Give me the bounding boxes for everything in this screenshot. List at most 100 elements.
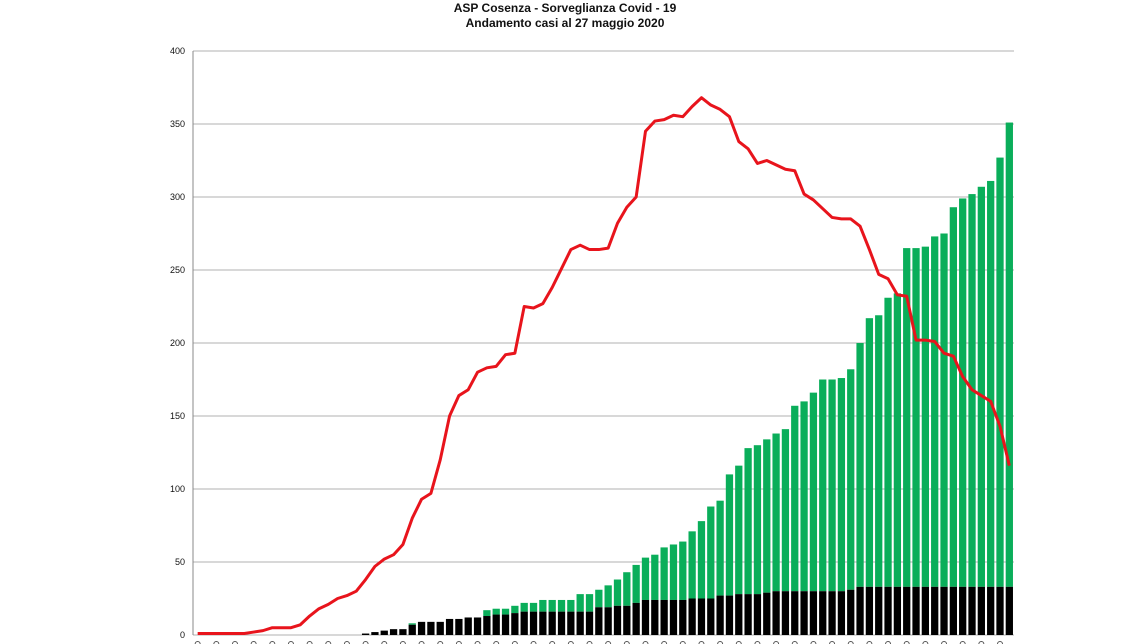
bar-green: [1005, 122, 1013, 587]
x-tick-mark: [418, 641, 425, 644]
bar-green: [809, 392, 818, 592]
bar-black: [865, 586, 874, 635]
x-tick-mark: [269, 641, 276, 644]
bar-green: [697, 521, 706, 599]
bar-black: [819, 591, 827, 635]
x-tick-mark: [325, 641, 332, 644]
x-tick-mark: [642, 641, 649, 644]
bar-black: [511, 613, 519, 635]
bar-black: [445, 618, 454, 635]
x-tick-mark: [287, 641, 294, 644]
bar-black: [744, 594, 752, 635]
bar-black: [399, 629, 407, 635]
x-tick-mark: [549, 641, 556, 644]
y-tick-label: 0: [180, 630, 185, 640]
x-tick-mark: [959, 641, 966, 644]
y-tick-label: 400: [170, 46, 185, 56]
x-tick-mark: [231, 641, 238, 644]
bar-black: [427, 621, 435, 635]
bar-black: [520, 611, 528, 635]
bar-black: [623, 605, 631, 635]
bar-black: [921, 586, 930, 635]
bar-green: [511, 605, 519, 614]
bar-green: [707, 506, 715, 599]
bar-black: [725, 595, 734, 635]
bar-green: [921, 246, 930, 587]
bar-green: [483, 610, 491, 617]
y-tick-label: 200: [170, 338, 185, 348]
x-tick-mark: [623, 641, 630, 644]
y-tick-label: 300: [170, 192, 185, 202]
x-tick-mark: [791, 641, 798, 644]
bar-black: [940, 586, 948, 635]
x-tick-mark: [605, 641, 612, 644]
bar-black: [380, 630, 388, 635]
y-tick-label: 100: [170, 484, 185, 494]
bar-black: [837, 591, 846, 635]
x-tick-mark: [567, 641, 574, 644]
bar-black: [800, 591, 808, 635]
y-tick-label: 350: [170, 119, 185, 129]
bar-black: [539, 611, 547, 635]
x-tick-mark: [362, 641, 369, 644]
x-tick-mark: [437, 641, 444, 644]
bar-black: [436, 621, 444, 635]
bar-green: [791, 405, 799, 592]
bar-black: [501, 614, 510, 635]
x-tick-mark: [213, 641, 220, 644]
bar-black: [697, 598, 706, 635]
x-tick-mark: [997, 641, 1004, 644]
bar-black: [763, 592, 771, 635]
bar-black: [455, 618, 463, 635]
x-tick-mark: [941, 641, 948, 644]
bar-black: [483, 616, 491, 635]
bar-black: [772, 591, 780, 635]
x-tick-mark: [474, 641, 481, 644]
bar-black: [417, 621, 426, 635]
bar-black: [856, 586, 864, 635]
bar-green: [856, 343, 864, 587]
bar-black: [791, 591, 799, 635]
bar-green: [865, 318, 874, 587]
bar-black: [977, 586, 985, 635]
bar-green: [548, 599, 556, 612]
bar-green: [501, 608, 510, 615]
bar-green: [492, 608, 500, 615]
bar-green: [763, 439, 771, 593]
chart-subtitle: Andamento casi al 27 maggio 2020: [465, 16, 665, 30]
bar-black: [389, 629, 398, 635]
bar-black: [753, 594, 762, 635]
x-tick-mark: [866, 641, 873, 644]
bar-green: [819, 379, 827, 592]
bar-green: [576, 594, 584, 612]
bar-green: [716, 500, 724, 596]
bar-green: [408, 623, 416, 625]
bar-black: [781, 591, 790, 635]
bar-green: [529, 602, 538, 612]
bar-green: [987, 180, 995, 587]
chart-title: ASP Cosenza - Sorveglianza Covid - 19: [453, 1, 677, 15]
bar-black: [949, 586, 957, 635]
x-tick-mark: [381, 641, 388, 644]
bar-green: [557, 599, 566, 612]
bar-black: [613, 605, 622, 635]
bar-black: [912, 586, 920, 635]
x-tick-mark: [903, 641, 910, 644]
bar-black: [576, 611, 584, 635]
bar-black: [875, 586, 883, 635]
x-tick-mark: [885, 641, 892, 644]
bar-black: [548, 611, 556, 635]
bar-black: [604, 607, 612, 635]
bar-green: [903, 248, 911, 587]
bar-green: [623, 572, 631, 606]
bar-black: [716, 595, 724, 635]
bar-black: [669, 599, 678, 635]
bar-black: [996, 586, 1004, 635]
x-tick-mark: [586, 641, 593, 644]
bar-black: [473, 617, 482, 635]
bar-green: [847, 369, 855, 590]
bar-black: [492, 614, 500, 635]
bar-green: [940, 233, 948, 587]
bar-green: [520, 602, 528, 612]
